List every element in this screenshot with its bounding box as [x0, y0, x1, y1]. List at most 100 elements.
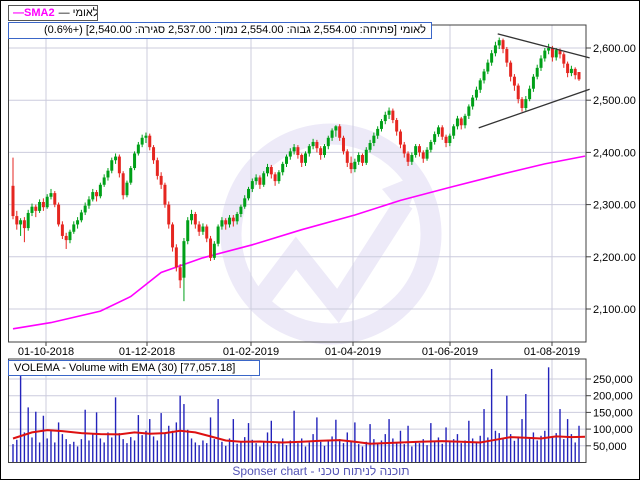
candle-body — [49, 193, 53, 197]
candle-body — [125, 182, 129, 196]
candle-body — [243, 198, 247, 207]
candle-body — [554, 50, 558, 58]
candle-body — [520, 99, 524, 109]
candle-body — [190, 213, 194, 221]
candle-body — [319, 148, 323, 156]
candle-body — [129, 168, 133, 183]
candle-body — [186, 220, 190, 242]
candle-body — [254, 177, 258, 182]
price-pane-frame — [8, 24, 587, 343]
candle-body — [231, 217, 235, 222]
volume-pane-frame — [8, 358, 587, 463]
candle-body — [209, 238, 213, 258]
legend-symbol-entry[interactable]: — לאומי — [58, 7, 98, 19]
price-axis-label: 2,500.00 — [593, 95, 636, 107]
price-axis-label: 2,400.00 — [593, 147, 636, 159]
candle-body — [535, 67, 539, 77]
candle-body — [417, 146, 421, 153]
candle-body — [569, 68, 573, 74]
sma2-line — [12, 155, 586, 330]
candle-body — [436, 127, 440, 135]
candle-body — [133, 153, 137, 169]
candle-body — [478, 80, 482, 90]
candle-body — [547, 48, 551, 51]
candle-body — [429, 141, 433, 150]
candle-body — [383, 114, 387, 122]
candle-body — [87, 199, 91, 206]
candle-body — [558, 50, 562, 55]
quote-info-bar[interactable]: לאומי [פתיחה: 2,554.00 גבוה: 2,554.00 נמ… — [8, 22, 432, 39]
candle-body — [455, 118, 459, 127]
volume-axis-label: 250,000 — [593, 374, 633, 386]
candle-body — [102, 177, 106, 185]
price-axis-label: 2,100.00 — [593, 304, 636, 316]
candle-body — [349, 162, 353, 170]
candle-body — [524, 99, 528, 109]
candle-body — [34, 206, 38, 211]
candle-body — [311, 141, 315, 147]
candle-body — [60, 224, 64, 236]
candle-body — [505, 49, 509, 63]
candle-body — [114, 156, 118, 161]
candle-body — [528, 88, 532, 100]
candle-body — [201, 226, 205, 232]
candle-body — [95, 192, 99, 197]
candle-body — [353, 161, 357, 170]
candle-body — [140, 137, 144, 145]
candle-body — [406, 153, 410, 162]
candle-body — [224, 220, 228, 225]
candle-body — [171, 224, 175, 248]
candle-body — [372, 135, 376, 144]
candle-body — [539, 58, 543, 68]
candle-body — [562, 54, 566, 64]
candle-body — [41, 201, 45, 208]
candle-body — [155, 160, 159, 176]
candle-body — [136, 144, 140, 154]
candle-body — [391, 110, 395, 121]
candle-body — [387, 110, 391, 115]
candle-body — [53, 193, 57, 205]
candle-body — [266, 167, 270, 174]
candle-body — [402, 144, 406, 154]
candle-body — [262, 173, 266, 185]
candle-body — [334, 126, 338, 131]
candle-body — [220, 220, 224, 227]
candle-body — [509, 62, 513, 77]
candle-body — [345, 151, 349, 163]
legend-sma2-entry[interactable]: —SMA2 — [13, 7, 55, 19]
candle-body — [300, 155, 304, 163]
volume-axis-label: 50,000 — [593, 441, 627, 453]
candle-body — [11, 185, 15, 217]
candle-body — [182, 241, 186, 278]
candle-body — [216, 226, 220, 244]
candle-body — [474, 89, 478, 98]
volume-indicator-label[interactable]: VOLEMA - Volume with EMA (30) [77,057.18… — [8, 360, 260, 376]
candle-body — [364, 149, 368, 163]
candle-body — [239, 206, 243, 214]
date-axis-label: 01-02-2019 — [223, 346, 279, 358]
candle-body — [433, 134, 437, 142]
date-axis-label: 01-10-2018 — [18, 346, 74, 358]
candle-body — [19, 220, 23, 225]
candle-body — [398, 131, 402, 145]
candle-body — [91, 192, 95, 200]
candle-body — [22, 220, 26, 229]
watermark-arrowhead-icon — [382, 173, 422, 217]
candle-body — [72, 224, 76, 232]
candle-body — [425, 149, 429, 159]
date-axis-label: 01-12-2018 — [119, 346, 175, 358]
candle-body — [57, 204, 61, 225]
candle-body — [285, 156, 289, 164]
candle-body — [307, 146, 311, 154]
candle-body — [482, 71, 486, 81]
trendline-lower — [478, 88, 590, 129]
candle-body — [30, 206, 34, 213]
candle-body — [212, 243, 216, 258]
candle-body — [326, 137, 330, 147]
candle-body — [174, 247, 178, 268]
candle-body — [463, 115, 467, 126]
legend-box[interactable]: —SMA2— לאומי — [8, 5, 98, 21]
volume-ema-line — [12, 429, 586, 445]
candle-body — [493, 45, 497, 54]
